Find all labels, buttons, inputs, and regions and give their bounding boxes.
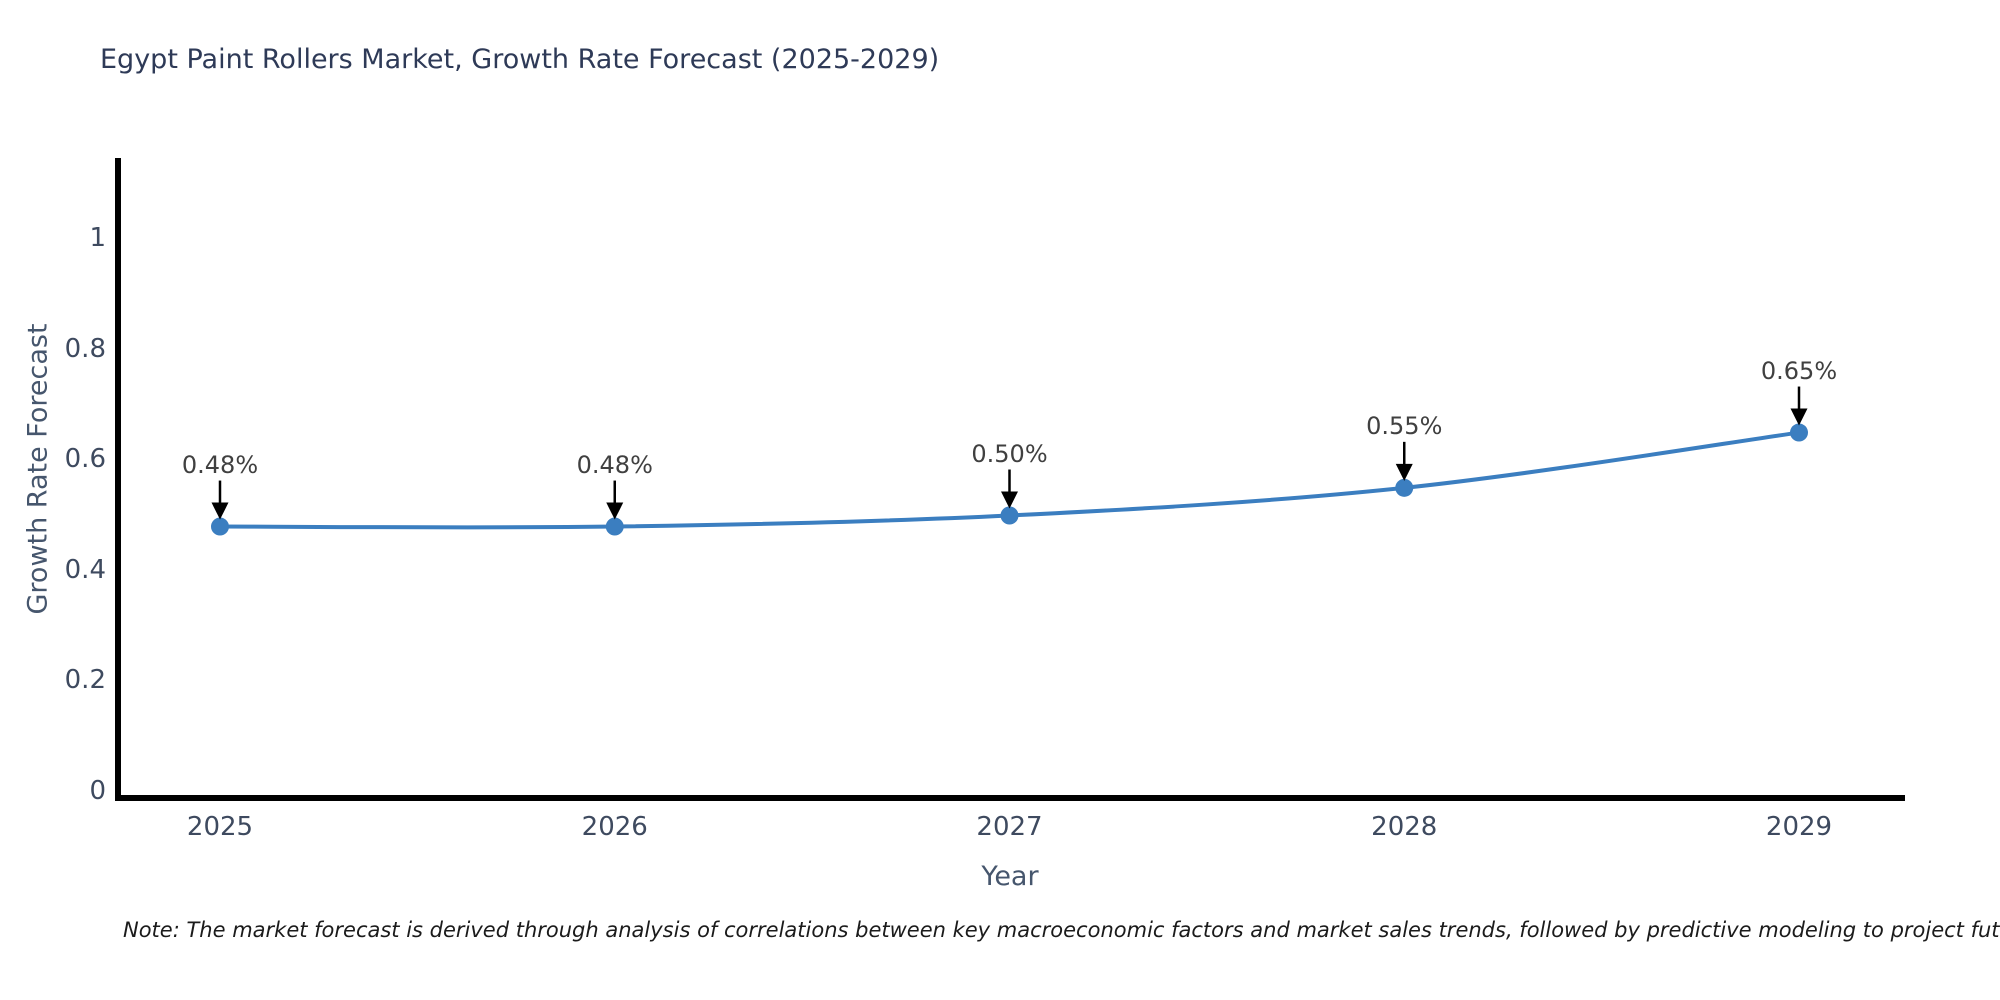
y-axis-tick-label: 0.4 — [64, 554, 106, 585]
y-axis-line — [115, 158, 121, 801]
x-axis-tick-label: 2026 — [581, 812, 648, 842]
annotation-arrows — [211, 386, 1808, 520]
x-axis-tick-label: 2028 — [1371, 812, 1438, 842]
annotation-arrowhead — [1790, 408, 1808, 426]
y-axis-tick-label: 0 — [89, 776, 106, 806]
annotation-arrowhead — [1395, 463, 1413, 481]
annotation-arrowhead — [1001, 491, 1018, 509]
data-point-value-label: 0.48% — [576, 450, 653, 479]
annotation-arrowhead — [606, 502, 624, 520]
x-axis-tick-label: 2025 — [186, 812, 254, 842]
y-axis-tick-label: 1 — [89, 223, 106, 253]
y-axis-tick-label: 0.6 — [64, 444, 106, 475]
line-series — [211, 423, 1808, 536]
chart-title: Egypt Paint Rollers Market, Growth Rate … — [100, 44, 940, 75]
data-point-value-label: 0.65% — [1760, 356, 1838, 385]
data-point-marker — [605, 517, 624, 536]
x-axis-tick-label: 2029 — [1765, 812, 1833, 842]
data-point-value-label: 0.48% — [181, 450, 259, 479]
x-axis-line — [115, 795, 1905, 801]
data-point-marker — [1000, 506, 1019, 525]
x-axis-title: Year — [981, 861, 1039, 892]
data-point-marker — [211, 517, 229, 536]
annotation-arrowhead — [211, 502, 229, 520]
data-point-marker — [1395, 478, 1414, 497]
footnote: Note: The market forecast is derived thr… — [123, 918, 2000, 942]
y-axis-tick-label: 0.8 — [64, 333, 106, 364]
data-point-value-label: 0.55% — [1366, 411, 1443, 440]
data-point-value-label: 0.50% — [971, 439, 1048, 468]
axes — [115, 158, 1905, 801]
data-point-marker — [1790, 423, 1808, 442]
y-axis-tick-label: 0.2 — [64, 665, 106, 696]
x-axis-tick-label: 2027 — [976, 812, 1043, 842]
